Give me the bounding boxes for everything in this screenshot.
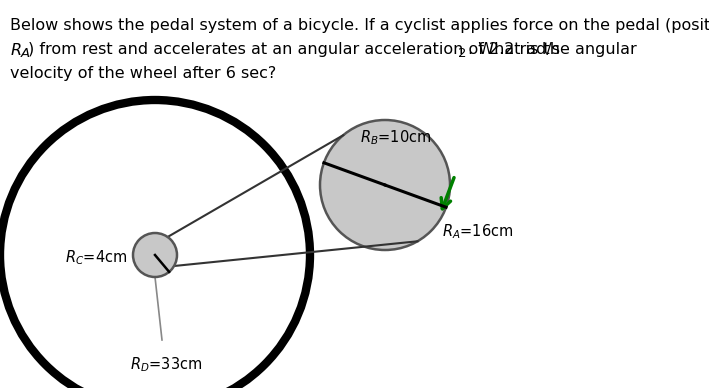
Circle shape (320, 120, 450, 250)
Text: Below shows the pedal system of a bicycle. If a cyclist applies force on the ped: Below shows the pedal system of a bicycl… (10, 18, 709, 33)
Text: $\it{R}_{\it{A}}$=16cm: $\it{R}_{\it{A}}$=16cm (442, 222, 513, 241)
Text: $\it{R}_{\it{D}}$=33cm: $\it{R}_{\it{D}}$=33cm (130, 355, 202, 374)
Text: $\it{A}$: $\it{A}$ (20, 47, 31, 60)
Text: ) from rest and accelerates at an angular acceleration of 2.2 rad/s: ) from rest and accelerates at an angula… (28, 42, 560, 57)
Text: $\it{R}_{\it{B}}$=10cm: $\it{R}_{\it{B}}$=10cm (360, 128, 432, 147)
Text: $\it{R}$: $\it{R}$ (10, 42, 21, 58)
Text: $\it{R}_{\it{C}}$=4cm: $\it{R}_{\it{C}}$=4cm (65, 248, 128, 267)
Text: velocity of the wheel after 6 sec?: velocity of the wheel after 6 sec? (10, 66, 277, 81)
Circle shape (133, 233, 177, 277)
Text: . What is the angular: . What is the angular (468, 42, 637, 57)
Text: 2: 2 (458, 47, 467, 60)
Circle shape (0, 100, 310, 388)
